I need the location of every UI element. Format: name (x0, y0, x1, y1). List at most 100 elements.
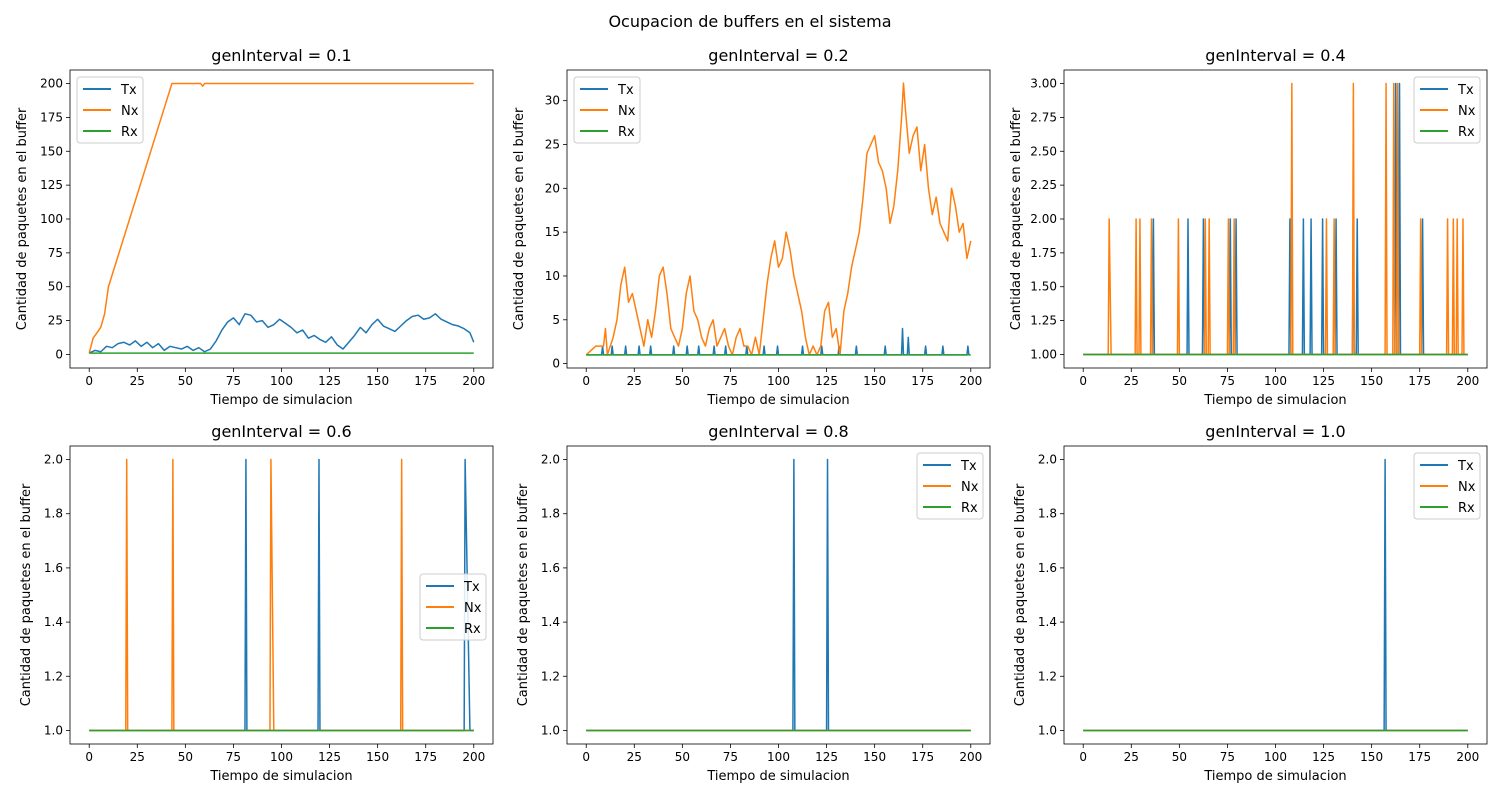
x-axis-label: Tiempo de simulacion (1203, 393, 1346, 408)
legend-label-nx: Nx (1458, 480, 1476, 495)
y-axis-label: Cantidad de paquetes en el buffer (1013, 483, 1028, 706)
x-tick-label: 100 (767, 374, 790, 388)
y-tick-label: 1.0 (541, 723, 560, 737)
legend-label-nx: Nx (1458, 104, 1476, 119)
x-tick-label: 75 (723, 750, 738, 764)
y-tick-label: 1.2 (44, 669, 63, 683)
legend-label-rx: Rx (1458, 501, 1475, 516)
x-tick-label: 0 (85, 750, 93, 764)
legend-label-nx: Nx (464, 601, 482, 616)
subplot-2: 0 25 50 75 100 125 150 175 200 0 5 10 15 20 25 30 genInt… (512, 46, 991, 408)
series-line-nx (88, 82, 474, 354)
y-tick-label: 75 (48, 246, 63, 260)
y-axis-label: Cantidad de paquetes en el buffer (512, 107, 527, 330)
series-line-tx (1083, 82, 1468, 356)
y-tick-label: 1.6 (1038, 561, 1057, 575)
y-tick-label: 0 (55, 347, 63, 361)
subplot-title: genInterval = 0.4 (1205, 46, 1345, 65)
x-tick-label: 0 (1079, 750, 1087, 764)
subplot-3: 0 25 50 75 100 125 150 175 200 1.00 1.25 1.50 1.75 2.… (1009, 46, 1488, 408)
y-tick-label: 1.6 (44, 561, 63, 575)
x-tick-label: 100 (1264, 374, 1287, 388)
x-tick-label: 175 (414, 374, 437, 388)
legend: Tx Nx Rx (573, 76, 641, 144)
legend-label-rx: Rx (464, 622, 481, 637)
y-tick-label: 2.50 (1030, 144, 1057, 158)
y-tick-label: 25 (545, 138, 560, 152)
x-tick-label: 150 (366, 750, 389, 764)
y-tick-label: 1.8 (44, 507, 63, 521)
legend-label-rx: Rx (121, 125, 138, 140)
x-tick-label: 50 (1172, 374, 1187, 388)
x-tick-label: 25 (1124, 374, 1139, 388)
x-tick-label: 125 (1312, 374, 1335, 388)
series-line-nx (89, 458, 474, 732)
y-tick-label: 1.2 (1038, 669, 1057, 683)
subplot-1: 0 25 50 75 100 125 150 175 200 0 25 50 75 100 125 150 17… (15, 46, 494, 408)
x-tick-label: 200 (462, 374, 485, 388)
y-tick-label: 5 (552, 313, 560, 327)
subplot-title: genInterval = 0.6 (211, 422, 351, 441)
y-tick-label: 1.2 (541, 669, 560, 683)
x-tick-label: 100 (270, 750, 293, 764)
x-tick-label: 50 (1172, 750, 1187, 764)
x-tick-label: 125 (318, 374, 341, 388)
x-axis-label: Tiempo de simulacion (209, 393, 352, 408)
x-tick-label: 75 (723, 374, 738, 388)
subplot-6: 0 25 50 75 100 125 150 175 200 1.0 1.2 1.4 1.6 1.8 2.0… (1013, 422, 1488, 784)
x-axis-label: Tiempo de simulacion (706, 769, 849, 784)
legend-label-tx: Tx (617, 83, 634, 98)
series-line-tx (586, 458, 971, 732)
legend-label-nx: Nx (961, 480, 979, 495)
x-tick-label: 125 (1312, 750, 1335, 764)
series-group (586, 458, 971, 732)
y-axis-label: Cantidad de paquetes en el buffer (516, 483, 531, 706)
y-tick-label: 3.00 (1030, 77, 1057, 91)
legend-label-tx: Tx (1457, 459, 1474, 474)
x-tick-label: 75 (1220, 750, 1235, 764)
x-tick-label: 200 (959, 750, 982, 764)
x-tick-label: 25 (1124, 750, 1139, 764)
y-tick-label: 0 (552, 357, 560, 371)
series-line-tx (88, 313, 475, 354)
y-tick-label: 1.4 (44, 615, 63, 629)
y-tick-label: 50 (48, 280, 63, 294)
legend-label-rx: Rx (1458, 125, 1475, 140)
legend: Tx Nx Rx (76, 76, 144, 144)
legend-label-tx: Tx (960, 459, 977, 474)
x-tick-label: 200 (1456, 374, 1479, 388)
x-tick-label: 50 (178, 750, 193, 764)
y-tick-label: 20 (545, 181, 560, 195)
y-tick-label: 2.0 (541, 453, 560, 467)
subplot-title: genInterval = 0.8 (708, 422, 848, 441)
x-tick-label: 75 (1220, 374, 1235, 388)
subplot-title: genInterval = 0.2 (708, 46, 848, 65)
subplot-title: genInterval = 1.0 (1205, 422, 1345, 441)
x-tick-label: 175 (911, 750, 934, 764)
y-tick-label: 10 (545, 269, 560, 283)
y-tick-label: 150 (40, 144, 63, 158)
x-tick-label: 50 (178, 374, 193, 388)
x-tick-label: 25 (130, 374, 145, 388)
x-tick-label: 150 (1360, 750, 1383, 764)
x-tick-label: 0 (85, 374, 93, 388)
figure-title: Ocupacion de buffers en el sistema (608, 12, 892, 31)
x-tick-label: 200 (959, 374, 982, 388)
y-tick-label: 1.8 (541, 507, 560, 521)
x-tick-label: 175 (414, 750, 437, 764)
series-group (89, 458, 474, 732)
legend: Tx Nx Rx (1413, 452, 1481, 520)
y-tick-label: 2.75 (1030, 110, 1057, 124)
x-tick-label: 200 (1456, 750, 1479, 764)
legend-label-rx: Rx (961, 501, 978, 516)
y-tick-label: 1.50 (1030, 280, 1057, 294)
series-group (585, 82, 972, 356)
x-tick-label: 150 (1360, 374, 1383, 388)
x-tick-label: 25 (627, 750, 642, 764)
subplot-title: genInterval = 0.1 (211, 46, 351, 65)
y-tick-label: 1.0 (44, 723, 63, 737)
y-axis-label: Cantidad de paquetes en el buffer (19, 483, 34, 706)
x-tick-label: 125 (815, 374, 838, 388)
y-tick-label: 1.4 (541, 615, 560, 629)
